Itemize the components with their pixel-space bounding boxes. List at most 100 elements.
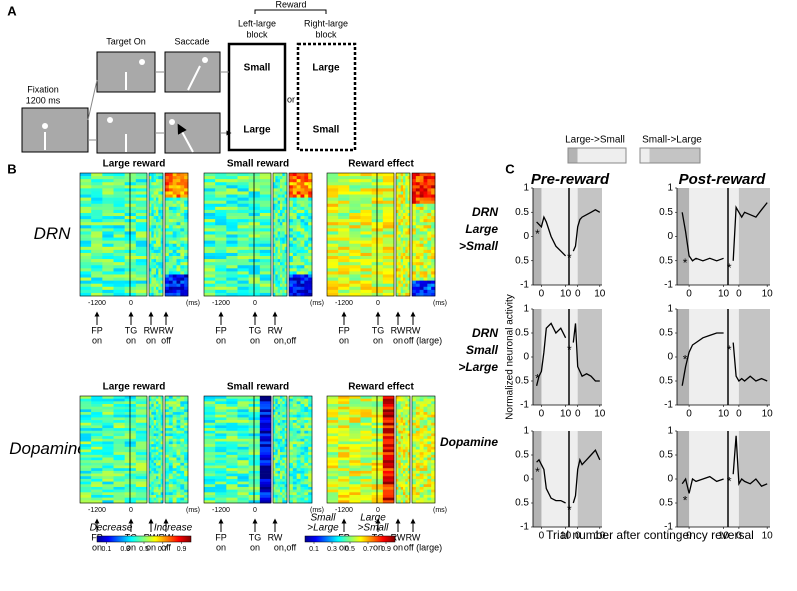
heat-cell [172, 473, 177, 477]
heat-cell [135, 206, 148, 211]
heat-cell [149, 191, 152, 195]
heat-cell [160, 212, 164, 217]
heat-cell [292, 289, 297, 294]
heat-cell [237, 486, 249, 490]
heat-cell [419, 425, 424, 429]
heat-cell [91, 256, 103, 260]
heat-cell [180, 185, 185, 189]
heat-cell [407, 412, 411, 416]
heat-cell [113, 433, 125, 437]
heat-cell [135, 481, 148, 485]
heat-cell [204, 433, 216, 437]
heat-cell [396, 256, 399, 260]
heat-cell [282, 206, 285, 211]
heat-cell [280, 268, 283, 272]
heat-cell [273, 494, 276, 498]
heat-cell [327, 277, 339, 281]
heat-cell [405, 462, 408, 466]
heat-cell [403, 452, 406, 456]
text: * [535, 372, 540, 386]
heat-cell [259, 246, 272, 251]
heat-cell [405, 436, 408, 440]
heat-cell [149, 492, 152, 496]
heat-cell [153, 271, 157, 275]
heat-cell [423, 470, 428, 474]
heat-cell [151, 401, 154, 405]
heat-cell [113, 262, 125, 266]
heat-cell [151, 430, 154, 434]
heat-cell [431, 222, 436, 226]
heat-cell [149, 438, 152, 442]
heat-cell [176, 430, 181, 434]
heat-cell [180, 225, 185, 229]
text: 0 [376, 300, 380, 307]
text: 0 [523, 231, 529, 242]
heat-cell [405, 262, 408, 266]
heat-cell [308, 185, 313, 189]
heat-cell [153, 449, 157, 453]
text: 0.5 [139, 546, 149, 553]
heat-cell [80, 271, 92, 275]
heat-cell [151, 449, 154, 453]
heat-cell [149, 486, 152, 490]
heat-cell [282, 476, 285, 480]
heat-cell [284, 197, 288, 201]
heat-cell [423, 252, 428, 257]
heat-cell [280, 433, 283, 437]
heat-cell [308, 173, 313, 177]
heat-cell [327, 268, 339, 272]
heat-cell [289, 436, 294, 440]
heat-cell [168, 452, 173, 456]
heat-cell [204, 457, 216, 461]
heat-cell [160, 240, 164, 245]
heat-cell [113, 231, 125, 235]
heat-cell [308, 206, 313, 211]
heat-cell [289, 438, 294, 442]
heat-cell [80, 468, 92, 472]
heat-cell [398, 468, 401, 472]
heat-cell [184, 197, 189, 201]
heat-cell [158, 409, 161, 413]
heat-cell [280, 243, 283, 248]
heat-cell [151, 271, 154, 275]
heat-cell [415, 268, 420, 272]
heat-cell [102, 398, 114, 402]
heat-cell [280, 222, 283, 226]
heat-cell [91, 414, 103, 418]
heat-cell [204, 286, 216, 291]
heat-cell [423, 468, 428, 472]
heat-cell [204, 473, 216, 477]
heat-cell [113, 484, 125, 488]
heat-cell [300, 444, 305, 448]
heat-cell [275, 417, 278, 421]
text: 0 [575, 409, 581, 420]
heat-cell [113, 406, 125, 410]
heat-cell [308, 444, 313, 448]
heat-cell [149, 256, 152, 260]
heat-cell [284, 286, 288, 291]
heat-cell [292, 268, 297, 272]
heat-cell [292, 452, 297, 456]
heat-cell [327, 228, 339, 232]
heat-cell [431, 194, 436, 198]
heat-cell [215, 231, 227, 235]
heat-cell [80, 478, 92, 482]
heat-cell [151, 422, 154, 426]
heat-cell [113, 414, 125, 418]
heat-cell [419, 225, 424, 229]
heat-cell [158, 256, 161, 260]
heat-cell [226, 449, 238, 453]
heat-cell [308, 286, 313, 291]
heat-cell [176, 246, 181, 251]
heat-cell [168, 396, 173, 399]
heat-cell [296, 473, 301, 477]
heat-cell [431, 492, 436, 496]
heat-cell [423, 428, 428, 432]
heat-cell [80, 489, 92, 493]
heat-cell [289, 274, 294, 278]
heat-cell [296, 436, 301, 440]
heat-cell [398, 271, 401, 275]
heat-frame [326, 395, 395, 504]
heat-cell [153, 292, 157, 297]
heat-cell [415, 428, 420, 432]
